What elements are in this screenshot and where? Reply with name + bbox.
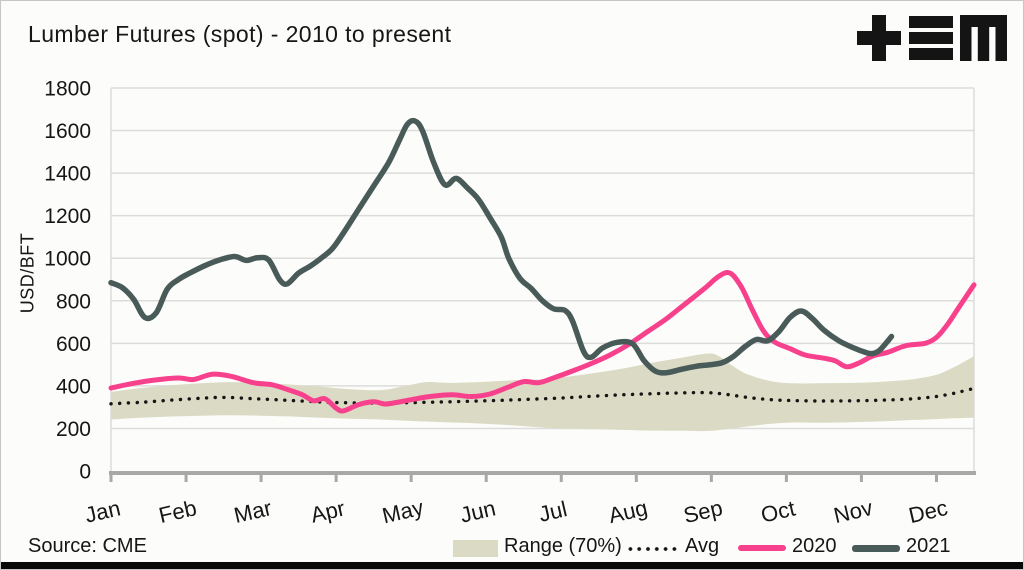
y-tick-label: 800 [56,290,91,313]
x-tick-label: Sep [681,495,725,528]
legend-avg-dotted-swatch [626,546,678,552]
legend-2020-line-swatch [738,545,786,551]
range-band [111,353,974,432]
x-tick-label: Apr [308,496,347,528]
x-tick-label: Aug [606,495,650,528]
line-2020 [108,269,977,414]
y-tick-label: 200 [56,418,91,441]
legend-label-2021: 2021 [906,535,951,557]
legend-label-2020: 2020 [792,535,837,557]
bottom-black-bar [1,562,1023,569]
y-tick-label: 1000 [44,248,91,271]
x-tick-label: Dec [906,495,950,528]
line-2021 [108,117,895,376]
y-tick-label: 600 [56,333,91,356]
tem-logo-icon [857,15,1007,61]
y-tick-label: 1400 [44,163,91,186]
x-tick-label: Feb [156,495,199,528]
legend-2021-line-swatch [852,544,900,552]
x-tick-label: Oct [759,496,798,528]
x-tick-label: Jan [83,495,123,527]
y-tick-label: 0 [79,461,91,484]
x-tick-label: Jun [458,495,498,527]
avg-dotted-line [109,386,976,406]
legend-label-range: Range (70%) [504,535,622,557]
y-tick-label: 1200 [44,205,91,228]
page-title: Lumber Futures (spot) - 2010 to present [28,21,452,47]
x-tick-label: Mar [231,495,274,528]
y-tick-label: 400 [56,375,91,398]
y-tick-label: 1800 [44,78,91,101]
x-tick-label: May [380,495,426,529]
legend-label-avg: Avg [685,535,720,557]
y-tick-label: 1600 [44,120,91,143]
legend-range-swatch [453,540,498,557]
x-tick-label: Jul [536,496,569,527]
x-tick-label: Nov [831,495,875,528]
source-caption: Source: CME [28,535,147,557]
